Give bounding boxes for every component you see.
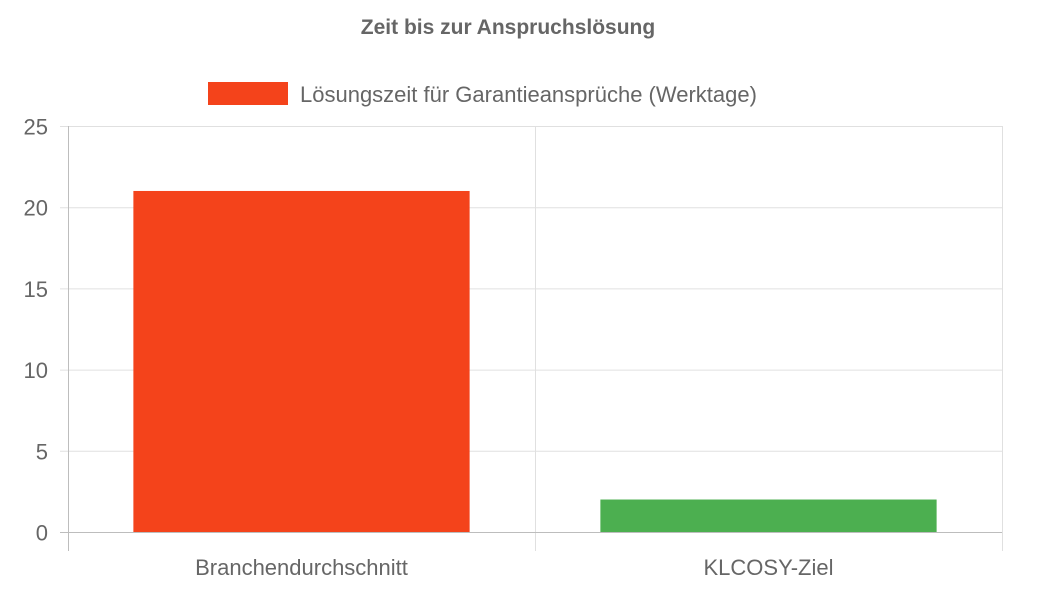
- x-tick-label: KLCOSY-Ziel: [703, 555, 833, 580]
- bar[interactable]: [600, 499, 937, 532]
- legend-swatch: [208, 82, 288, 105]
- x-tick-label: Branchendurchschnitt: [195, 555, 408, 580]
- y-tick-label: 25: [24, 115, 48, 140]
- axis-labels: 0 5 10 15 20 25 Branchendurchschnitt KLCOSY-Zie…: [24, 115, 834, 581]
- y-tick-label: 5: [36, 439, 48, 464]
- y-tick-label: 0: [36, 521, 48, 546]
- y-tick-label: 10: [24, 358, 48, 383]
- y-tick-label: 20: [24, 196, 48, 221]
- legend-label: Lösungszeit für Garantieansprüche (Werkt…: [300, 82, 757, 107]
- bar[interactable]: [133, 190, 470, 532]
- y-tick-label: 15: [24, 277, 48, 302]
- legend[interactable]: Lösungszeit für Garantieansprüche (Werkt…: [208, 82, 757, 107]
- axes: [60, 126, 1002, 551]
- bars: [133, 190, 937, 532]
- chart-title: Zeit bis zur Anspruchslösung: [361, 16, 655, 39]
